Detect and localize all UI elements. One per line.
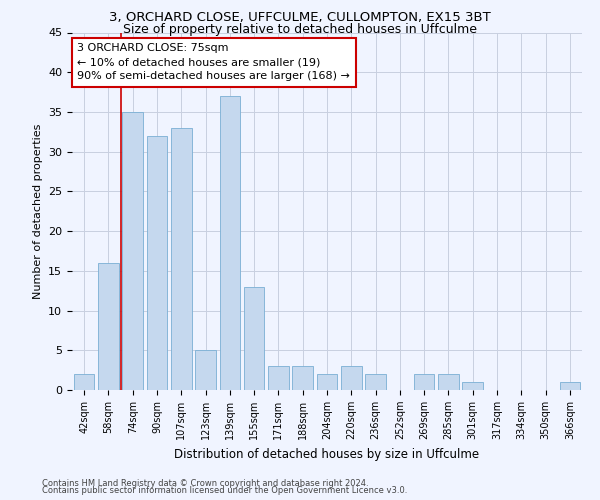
Bar: [98, 263, 119, 390]
Bar: [317, 374, 337, 390]
Text: 3, ORCHARD CLOSE, UFFCULME, CULLOMPTON, EX15 3BT: 3, ORCHARD CLOSE, UFFCULME, CULLOMPTON, …: [109, 11, 491, 24]
Bar: [292, 366, 313, 390]
Bar: [341, 366, 362, 390]
Bar: [220, 96, 240, 390]
Bar: [463, 382, 483, 390]
Bar: [74, 374, 94, 390]
Bar: [122, 112, 143, 390]
Text: 3 ORCHARD CLOSE: 75sqm
← 10% of detached houses are smaller (19)
90% of semi-det: 3 ORCHARD CLOSE: 75sqm ← 10% of detached…: [77, 43, 350, 81]
Bar: [195, 350, 216, 390]
Bar: [146, 136, 167, 390]
Bar: [268, 366, 289, 390]
Text: Contains HM Land Registry data © Crown copyright and database right 2024.: Contains HM Land Registry data © Crown c…: [42, 478, 368, 488]
Bar: [365, 374, 386, 390]
Y-axis label: Number of detached properties: Number of detached properties: [32, 124, 43, 299]
Bar: [171, 128, 191, 390]
Text: Contains public sector information licensed under the Open Government Licence v3: Contains public sector information licen…: [42, 486, 407, 495]
Bar: [438, 374, 459, 390]
Bar: [414, 374, 434, 390]
X-axis label: Distribution of detached houses by size in Uffculme: Distribution of detached houses by size …: [175, 448, 479, 460]
Bar: [244, 286, 265, 390]
Bar: [560, 382, 580, 390]
Text: Size of property relative to detached houses in Uffculme: Size of property relative to detached ho…: [123, 22, 477, 36]
